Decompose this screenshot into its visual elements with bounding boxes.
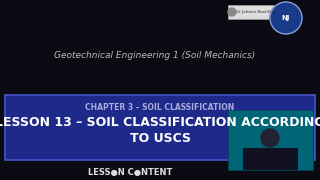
FancyBboxPatch shape (228, 5, 283, 19)
Text: NJ: NJ (282, 15, 290, 21)
Circle shape (261, 129, 279, 147)
FancyBboxPatch shape (243, 148, 298, 170)
Text: Geotechnical Engineering 1 (Soil Mechanics): Geotechnical Engineering 1 (Soil Mechani… (54, 51, 256, 60)
Text: CHAPTER 3 – SOIL CLASSIFICATION: CHAPTER 3 – SOIL CLASSIFICATION (85, 103, 235, 112)
Circle shape (270, 2, 302, 34)
Text: LESS●N C●NTENT: LESS●N C●NTENT (88, 168, 172, 177)
Text: Dr Johann Bastillos: Dr Johann Bastillos (236, 10, 274, 14)
Circle shape (228, 8, 236, 16)
Text: LESSON 13 – SOIL CLASSIFICATION ACCORDING: LESSON 13 – SOIL CLASSIFICATION ACCORDIN… (0, 116, 320, 129)
FancyBboxPatch shape (5, 95, 315, 160)
FancyBboxPatch shape (228, 110, 313, 170)
Text: TO USCS: TO USCS (130, 132, 190, 145)
